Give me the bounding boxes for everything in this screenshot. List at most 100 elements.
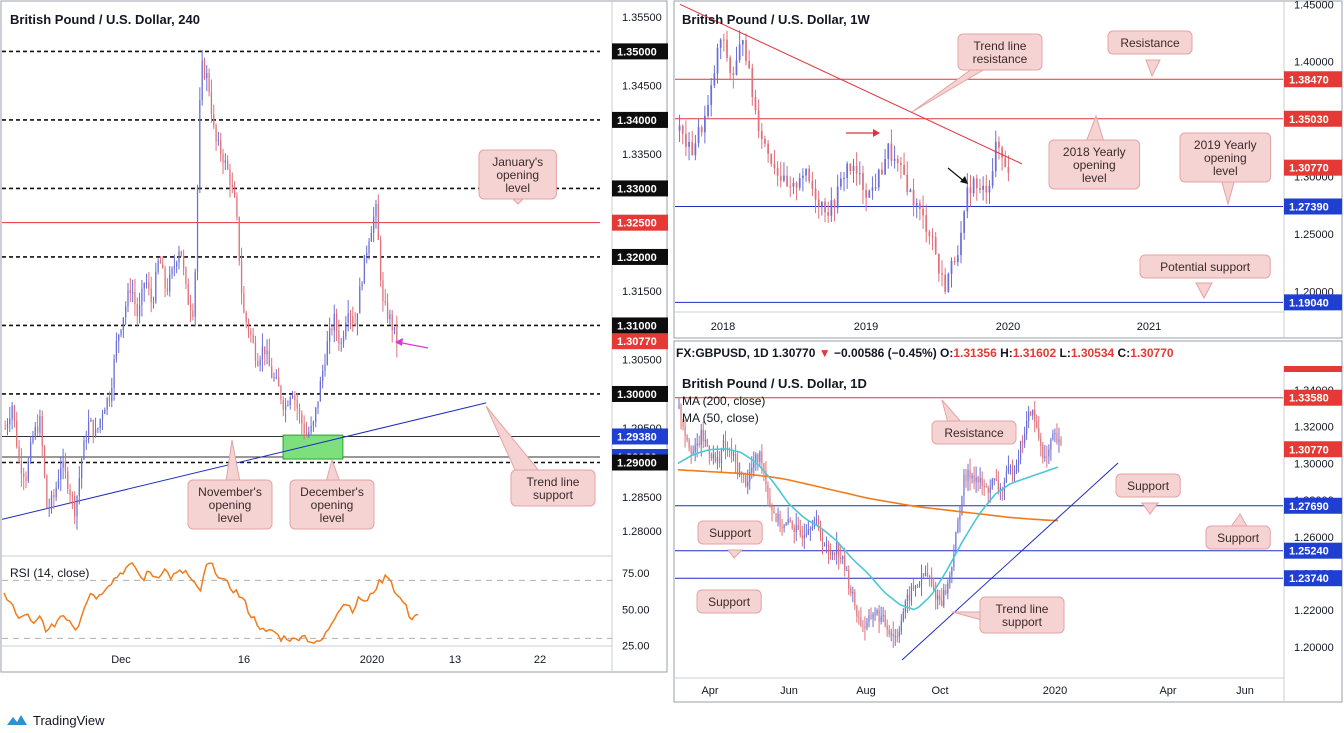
daily-candle — [694, 437, 696, 462]
candle-body — [169, 274, 171, 292]
daily-candle — [860, 607, 862, 628]
candle-body — [989, 487, 991, 493]
h4-candle — [185, 266, 187, 290]
h4-candle — [361, 281, 363, 291]
header-open-value: 1.31356 — [953, 346, 1000, 360]
daily-candle — [795, 513, 797, 542]
candle-body — [678, 405, 680, 409]
daily-candle — [929, 575, 931, 587]
candle-body — [1034, 409, 1036, 422]
weekly-candle — [963, 209, 966, 240]
weekly-candle — [700, 125, 703, 137]
price-tag-label: 1.32500 — [617, 218, 657, 230]
h4-candle — [148, 271, 150, 296]
candle-body — [890, 143, 893, 161]
candle-body — [69, 489, 71, 495]
weekly-candle — [719, 38, 722, 60]
callout-text: opening — [496, 168, 539, 182]
daily-candle — [850, 585, 852, 597]
callout-text: opening — [1073, 158, 1116, 172]
h4-candle — [157, 258, 159, 275]
candle-body — [1046, 456, 1048, 458]
h4-candle — [99, 418, 101, 434]
h4-candle — [356, 313, 359, 336]
weekly-candle — [814, 179, 817, 214]
candle-body — [312, 421, 315, 426]
daily-candle — [749, 462, 751, 490]
tradingview-footer[interactable]: TradingView — [6, 710, 105, 730]
h4-candle — [20, 448, 23, 487]
candle-body — [384, 301, 386, 303]
weekly-candle — [729, 55, 732, 81]
candle-body — [799, 529, 801, 536]
candle-body — [791, 522, 793, 528]
weekly-candle — [741, 39, 744, 56]
ma200-legend: MA (200, close) — [682, 394, 765, 408]
candle-body — [787, 519, 789, 523]
callout-daily-support-far-right: Support — [1205, 513, 1271, 550]
daily-x-tick: 2020 — [1043, 685, 1067, 697]
candle-body — [686, 435, 688, 441]
candle-body — [60, 467, 62, 480]
callout-box — [187, 479, 273, 530]
callout-text: level — [1082, 171, 1107, 185]
h4-y-tick: 1.28000 — [622, 526, 662, 538]
candle-body — [933, 585, 935, 591]
h4-candle — [187, 278, 189, 306]
callout-box — [1139, 254, 1271, 279]
daily-candle — [753, 451, 755, 477]
candle-body — [997, 480, 999, 491]
weekly-candle — [789, 176, 792, 197]
daily-candle — [702, 421, 704, 449]
candle-body — [773, 510, 775, 514]
daily-candle — [991, 477, 993, 490]
h4-candle — [106, 396, 108, 416]
candle-body — [331, 328, 333, 331]
daily-candle — [712, 445, 714, 465]
candle-body — [912, 586, 915, 589]
candle-body — [855, 165, 858, 174]
daily-candle — [927, 562, 929, 578]
daily-candle — [864, 616, 866, 641]
weekly-candle — [862, 165, 864, 205]
candle-body — [199, 100, 201, 188]
candle-body — [775, 513, 777, 522]
weekly-y-tick: 1.25000 — [1294, 229, 1334, 241]
weekly-candle — [833, 198, 836, 222]
candle-body — [702, 429, 704, 442]
header-change: −0.00586 (−0.45%) — [834, 346, 940, 360]
candle-body — [326, 341, 328, 365]
candle-body — [781, 526, 783, 529]
candle-body — [690, 447, 692, 454]
candle-body — [361, 283, 363, 287]
candle-body — [150, 288, 152, 303]
daily-candle — [1054, 428, 1056, 443]
daily-candle — [949, 571, 951, 589]
price-tag-1.31000 — [612, 317, 668, 334]
callout-box — [1048, 139, 1141, 190]
candle-body — [224, 160, 226, 163]
price-tag-label: 1.19040 — [1289, 297, 1329, 309]
daily-candle — [975, 466, 977, 493]
h4-candle — [6, 418, 9, 436]
candle-body — [722, 440, 725, 451]
weekly-candle — [802, 168, 804, 192]
h4-candle — [317, 401, 319, 414]
h4-candle — [196, 184, 199, 281]
daily-x-tick: Jun — [780, 685, 798, 697]
daily-candle — [718, 451, 721, 468]
daily-candle — [735, 444, 737, 474]
h4-candle — [287, 400, 289, 407]
h4-candle — [217, 131, 220, 146]
h4-candle — [379, 235, 382, 287]
candle-body — [961, 496, 963, 515]
candle-body — [886, 625, 888, 630]
candle-body — [81, 459, 83, 479]
weekly-candle — [909, 188, 912, 193]
candle-body — [753, 462, 755, 468]
candle-body — [882, 615, 884, 617]
weekly-candle — [678, 114, 681, 143]
daily-candle — [876, 608, 878, 616]
